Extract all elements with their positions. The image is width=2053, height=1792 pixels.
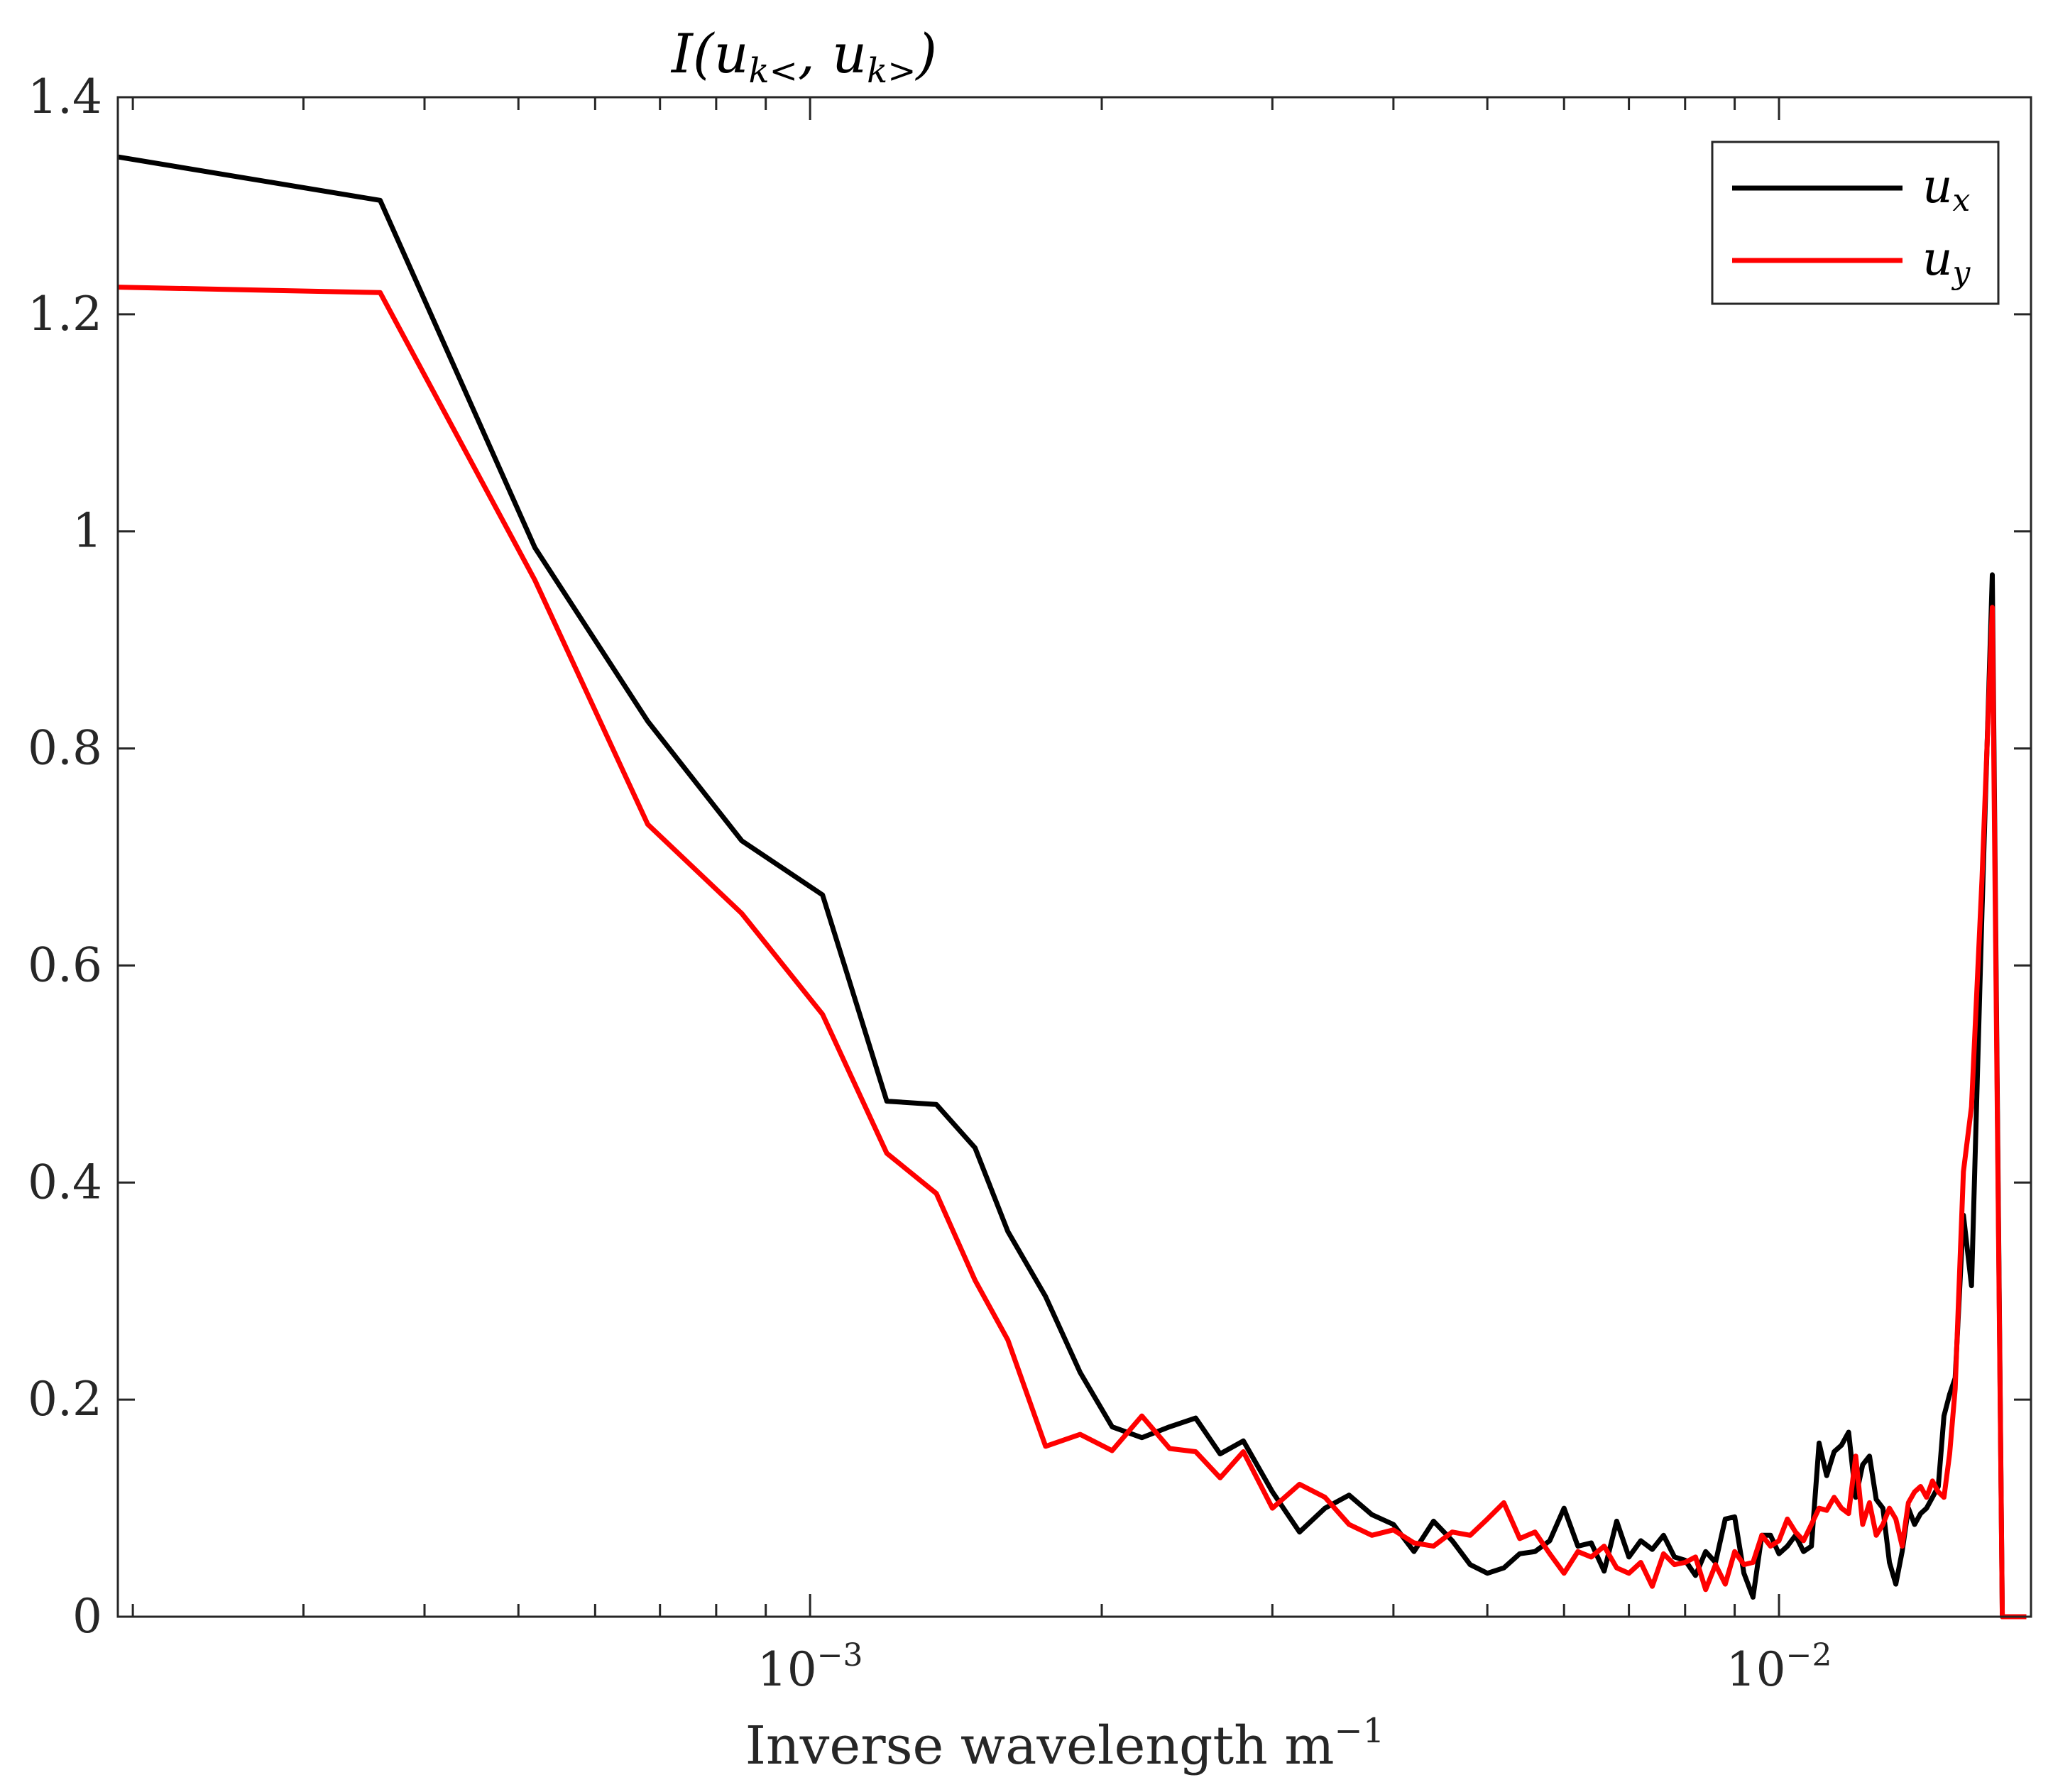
y-tick-label: 0.6 bbox=[28, 938, 102, 992]
y-tick-label: 1 bbox=[72, 504, 102, 559]
x-axis: 10−3 10−2 bbox=[131, 97, 1832, 1697]
legend: ux uy bbox=[1711, 141, 2000, 305]
x-tick-label: 10−3 bbox=[757, 1637, 863, 1697]
x-tick-label: 10−2 bbox=[1726, 1637, 1832, 1697]
legend-label-ux-sub: x bbox=[1953, 182, 1971, 219]
x-tick-label-base: 10 bbox=[757, 1642, 817, 1697]
legend-label-ux-base: u bbox=[1922, 159, 1953, 214]
legend-label-uy-base: u bbox=[1922, 231, 1953, 286]
chart-title-end: ) bbox=[914, 22, 937, 85]
legend-label-ux: ux bbox=[1922, 159, 1971, 219]
y-tick-label: 1.2 bbox=[28, 287, 102, 341]
series-line-uy bbox=[117, 285, 2027, 1620]
chart-title-sub2: k> bbox=[867, 51, 916, 91]
x-tick-label-exp: −2 bbox=[1786, 1637, 1832, 1673]
plot-area bbox=[118, 97, 2031, 1617]
x-tick-label-base: 10 bbox=[1726, 1642, 1786, 1697]
y-axis: 0 0.2 0.4 0.6 0.8 1 1.2 1.4 bbox=[28, 70, 2031, 1644]
y-tick-label: 0.4 bbox=[28, 1155, 102, 1209]
y-tick-label: 0 bbox=[72, 1589, 102, 1644]
chart-title-mid: , u bbox=[798, 22, 867, 85]
axes-frame bbox=[116, 96, 2032, 1618]
x-axis-label-sup: −1 bbox=[1335, 1711, 1385, 1751]
chart-title: I(uk<, uk>) bbox=[670, 22, 937, 91]
legend-label-uy-sub: y bbox=[1951, 255, 1971, 291]
legend-box bbox=[1711, 141, 2000, 305]
x-axis-label: Inverse wavelength m−1 bbox=[745, 1711, 1385, 1776]
legend-label-uy: uy bbox=[1922, 231, 1971, 291]
series-layer bbox=[117, 154, 2027, 1620]
series-line-ux bbox=[117, 154, 2027, 1620]
x-axis-label-main: Inverse wavelength m bbox=[745, 1715, 1335, 1776]
chart-title-sub1: k< bbox=[749, 51, 798, 91]
y-tick-label: 0.2 bbox=[28, 1372, 102, 1427]
y-tick-label: 0.8 bbox=[28, 721, 102, 776]
y-tick-label: 1.4 bbox=[28, 70, 102, 124]
chart-title-main: I(u bbox=[670, 22, 749, 85]
x-tick-label-exp: −3 bbox=[817, 1637, 863, 1673]
